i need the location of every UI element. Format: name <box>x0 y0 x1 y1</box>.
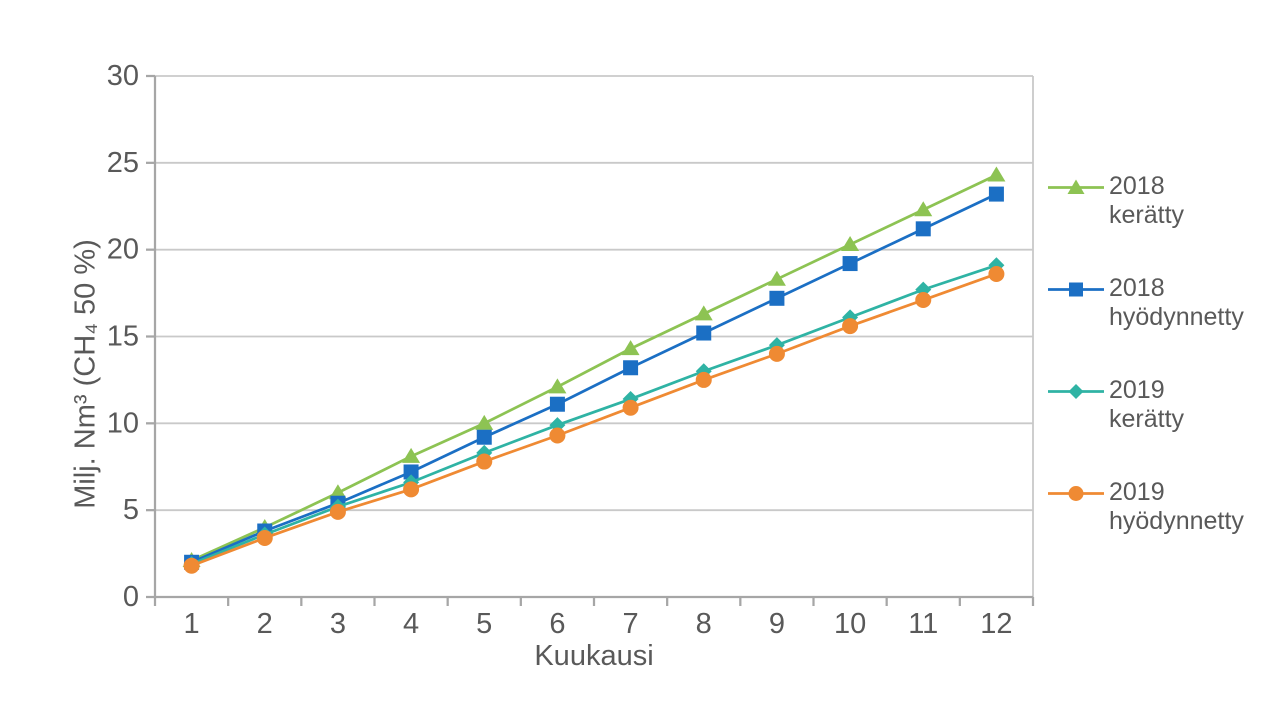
legend-label: 2018 kerätty <box>1109 172 1185 229</box>
x-tick-label-4: 4 <box>403 608 419 640</box>
marker-2018-hy-dynnetty-m4 <box>403 464 419 480</box>
marker-2018-hy-dynnetty-m12 <box>988 186 1004 202</box>
x-tick-label-3: 3 <box>330 608 346 640</box>
marker-2019-hy-dynnetty-m10 <box>842 318 859 335</box>
marker-2018-ker-tty-m12 <box>987 166 1006 182</box>
x-tick-label-5: 5 <box>476 608 492 640</box>
y-tick-label-30: 30 <box>107 60 139 92</box>
marker-2019-hy-dynnetty-m3 <box>329 503 346 520</box>
marker-2018-hy-dynnetty-m5 <box>476 429 492 445</box>
legend-label: 2019 kerätty <box>1109 376 1185 433</box>
marker-2018-ker-tty-m9 <box>767 270 786 286</box>
x-tick-label-2: 2 <box>257 608 273 640</box>
series-line-2018-hy-dynnetty <box>191 192 998 564</box>
x-tick-label-6: 6 <box>549 608 565 640</box>
marker-2018-ker-tty-m5 <box>475 414 494 430</box>
y-tick-label-10: 10 <box>107 407 139 439</box>
legend-square-icon <box>1048 282 1104 297</box>
marker-2018-ker-tty-m7 <box>621 340 640 356</box>
legend-item-2019-ker-tty: 2019 kerätty <box>1048 376 1184 434</box>
legend-label: 2018 hyödynnetty <box>1109 274 1244 331</box>
marker-2018-ker-tty-m8 <box>694 305 713 321</box>
x-tick-label-1: 1 <box>184 608 200 640</box>
marker-2018-ker-tty-m6 <box>548 378 567 394</box>
marker-2019-hy-dynnetty-m7 <box>622 399 639 416</box>
y-tick-label-20: 20 <box>107 234 139 266</box>
marker-2019-hy-dynnetty-m9 <box>768 345 785 362</box>
x-tick-label-9: 9 <box>769 608 785 640</box>
marker-2018-hy-dynnetty-m9 <box>769 290 785 306</box>
legend-diamond-icon <box>1048 384 1104 399</box>
legend-item-2018-ker-tty: 2018 kerätty <box>1048 172 1184 230</box>
marker-2018-hy-dynnetty-m8 <box>696 325 712 341</box>
legend: 2018 kerätty 2018 hyödynnetty 2019 kerätty 201… <box>1048 0 1278 720</box>
series-line-2019-ker-tty <box>191 263 997 566</box>
marker-2019-hy-dynnetty-m8 <box>695 371 712 388</box>
x-tick-label-7: 7 <box>623 608 639 640</box>
x-tick-label-8: 8 <box>696 608 712 640</box>
marker-2018-hy-dynnetty-m10 <box>842 256 858 272</box>
series-line-2019-hy-dynnetty <box>191 272 997 568</box>
y-tick-label-15: 15 <box>107 321 139 353</box>
marker-2018-ker-tty-m11 <box>914 201 933 217</box>
y-tick-label-5: 5 <box>123 494 139 526</box>
marker-2019-hy-dynnetty-m6 <box>549 427 566 444</box>
legend-label: 2019 hyödynnetty <box>1109 478 1244 535</box>
series-line-2018-ker-tty <box>191 173 998 562</box>
marker-2019-hy-dynnetty-m1 <box>183 557 200 574</box>
marker-2018-hy-dynnetty-m11 <box>915 221 931 237</box>
marker-2019-hy-dynnetty-m4 <box>403 481 420 498</box>
x-tick-label-12: 12 <box>980 608 1012 640</box>
x-tick-label-11: 11 <box>908 608 938 640</box>
marker-2019-hy-dynnetty-m11 <box>915 292 932 309</box>
marker-2019-hy-dynnetty-m12 <box>988 265 1005 282</box>
legend-triangle-icon <box>1048 179 1104 194</box>
marker-2019-hy-dynnetty-m2 <box>256 529 273 546</box>
marker-2018-ker-tty-m4 <box>402 447 421 463</box>
marker-2018-ker-tty-m3 <box>328 484 347 500</box>
legend-item-2019-hy-dynnetty: 2019 hyödynnetty <box>1048 478 1244 536</box>
y-tick-label-25: 25 <box>107 147 139 179</box>
marker-2018-hy-dynnetty-m6 <box>549 396 565 412</box>
marker-2018-hy-dynnetty-m7 <box>623 360 639 376</box>
y-axis-title: Milj. Nm³ (CH₄ 50 %) <box>69 239 102 509</box>
legend-item-2018-hy-dynnetty: 2018 hyödynnetty <box>1048 274 1244 332</box>
marker-2018-ker-tty-m10 <box>841 235 860 251</box>
x-tick-label-10: 10 <box>834 608 866 640</box>
y-tick-label-0: 0 <box>123 581 139 613</box>
legend-circle-icon <box>1048 486 1104 501</box>
marker-2019-hy-dynnetty-m5 <box>476 453 493 470</box>
x-axis-title: Kuukausi <box>534 640 654 672</box>
